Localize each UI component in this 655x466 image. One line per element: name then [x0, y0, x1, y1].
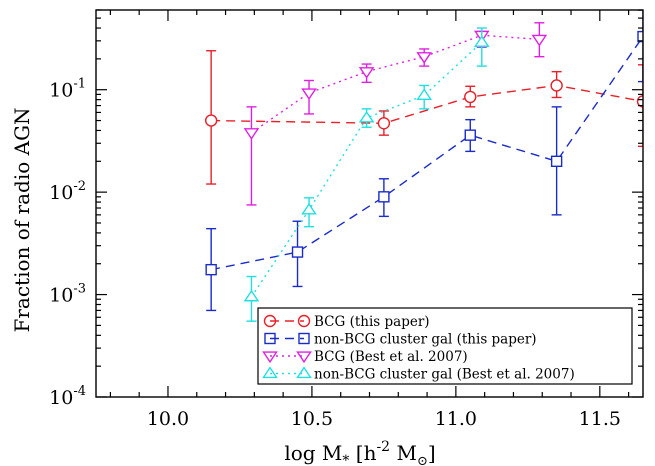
- ticks: 10.0 10.5 11.0 11.5 10-4 10-3 10-2 10-1: [49, 9, 643, 430]
- data-point: [358, 67, 375, 79]
- x-tick-label: 11.5: [579, 408, 621, 430]
- legend-marker: [296, 351, 312, 364]
- data-point: [243, 128, 260, 140]
- x-axis-label-mid: [h: [349, 441, 376, 465]
- data-point: [378, 191, 390, 203]
- legend-marker: [297, 314, 311, 328]
- data-point: [291, 246, 304, 258]
- series-line: [211, 84, 643, 124]
- legend-entry: BCG (Best et al. 2007): [262, 349, 468, 365]
- series-line: [211, 36, 643, 271]
- x-tick-label: 10.5: [291, 408, 333, 430]
- x-tick-label: 11.0: [435, 408, 477, 430]
- x-axis-label-main: log M: [284, 441, 342, 465]
- legend-label: non-BCG cluster gal (Best et al. 2007): [314, 367, 575, 383]
- data-point: [637, 30, 643, 43]
- legend-label: BCG (this paper): [314, 314, 430, 330]
- data-point: [550, 155, 563, 168]
- legend-marker: [262, 351, 278, 364]
- data-point: [205, 263, 217, 276]
- legend-label: BCG (Best et al. 2007): [314, 349, 468, 365]
- x-axis-label-sup: -2: [376, 439, 390, 455]
- data-point: [531, 34, 548, 47]
- data-point: [550, 79, 563, 92]
- x-axis-label-sub: *: [342, 453, 349, 466]
- legend-marker: [263, 314, 277, 328]
- data-point: [636, 95, 643, 108]
- legend-entry: non-BCG cluster gal (Best et al. 2007): [262, 366, 575, 383]
- legend-entry: non-BCG cluster gal (this paper): [264, 332, 537, 348]
- series-line: [250, 41, 483, 298]
- data-point: [301, 88, 317, 101]
- data-point: [416, 88, 433, 100]
- x-axis-label-end: M: [390, 441, 417, 465]
- data-point: [416, 52, 433, 64]
- legend: BCG (this paper) non-BCG cluster gal (thi…: [257, 307, 633, 385]
- data-point: [464, 129, 476, 141]
- legend-entry: BCG (this paper): [263, 314, 430, 330]
- data-point: [243, 289, 260, 302]
- legend-marker: [296, 366, 312, 379]
- data-point: [204, 114, 218, 127]
- y-tick-label: 10-4: [49, 384, 86, 409]
- x-axis-label-sun: ⊙: [417, 454, 428, 466]
- legend-label: non-BCG cluster gal (this paper): [314, 332, 537, 348]
- data-point: [358, 110, 375, 123]
- x-axis-label-close: ]: [428, 441, 436, 465]
- x-axis-label: log M* [h-2 M⊙]: [284, 439, 435, 466]
- series-1: [204, 50, 643, 185]
- x-tick-label: 10.0: [147, 408, 189, 430]
- y-tick-label: 10-3: [49, 282, 86, 307]
- data-point: [301, 202, 317, 215]
- series-line: [251, 34, 540, 134]
- y-tick-label: 10-1: [49, 77, 86, 102]
- series-3: [243, 22, 548, 206]
- data-point: [464, 90, 477, 104]
- y-axis-label: Fraction of radio AGN: [10, 107, 34, 332]
- series-layer: [204, 10, 643, 322]
- y-tick-label: 10-2: [49, 179, 86, 204]
- legend-marker: [264, 332, 276, 345]
- data-point: [377, 117, 391, 130]
- data-point: [473, 35, 490, 47]
- plot-area: [204, 10, 643, 322]
- series-4: [243, 27, 490, 322]
- legend-marker: [262, 366, 278, 379]
- legend-marker: [298, 332, 310, 345]
- legend-box: [257, 307, 633, 385]
